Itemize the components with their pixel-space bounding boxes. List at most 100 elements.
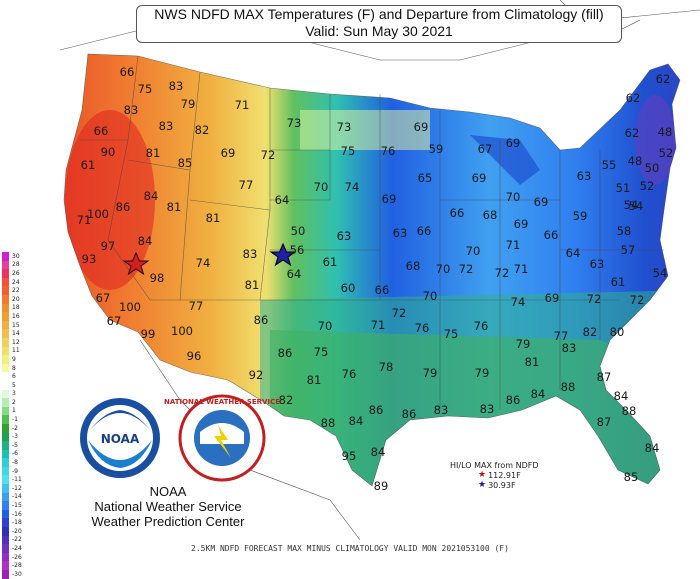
temperature-label: 86 [253, 313, 269, 327]
temperature-label: 76 [341, 367, 357, 381]
temperature-label: 61 [610, 275, 626, 289]
temperature-label: 72 [391, 306, 407, 320]
temperature-label: 69 [381, 192, 397, 206]
legend-swatch [2, 260, 9, 270]
temperature-label: 79 [515, 337, 531, 351]
temperature-label: 69 [533, 195, 549, 209]
temperature-label: 74 [344, 180, 360, 194]
low-temp-marker [269, 242, 297, 267]
temperature-label: 84 [348, 414, 364, 428]
legend-swatch [2, 329, 9, 338]
temperature-label: 79 [180, 97, 196, 111]
temperature-label: 55 [601, 158, 617, 172]
legend-swatch [2, 294, 9, 304]
legend-row: -16 [2, 509, 32, 519]
legend-value: 3 [12, 390, 16, 398]
legend-value: -6 [12, 450, 18, 458]
temperature-label: 60 [340, 281, 356, 295]
temperature-label: 70 [422, 289, 438, 303]
legend-row: -1 [2, 415, 32, 424]
agency-line-1: NOAA [149, 484, 187, 499]
temperature-label: 72 [586, 292, 602, 306]
temperature-label: 48 [657, 125, 673, 139]
temperature-label: 86 [505, 393, 521, 407]
legend-row: 3 [2, 389, 32, 399]
legend-swatch [2, 363, 9, 373]
legend-row: 15 [2, 320, 32, 330]
temperature-label: 57 [620, 243, 636, 257]
legend-value: -11 [12, 476, 22, 484]
temperature-label: 63 [576, 169, 592, 183]
temperature-label: 54 [628, 199, 644, 213]
hilo-legend: HI/LO MAX from NDFD ★ 112.91F ★ 30.93F [450, 461, 539, 490]
legend-swatch [2, 346, 9, 356]
temperature-label: 71 [513, 262, 529, 276]
temperature-label: 77 [188, 299, 204, 313]
temperature-label: 70 [317, 319, 333, 333]
legend-value: -24 [12, 544, 22, 552]
nws-seal: NATIONAL WEATHER SERVICE [164, 394, 280, 482]
legend-swatch [2, 561, 9, 570]
agency-line-3: Weather Prediction Center [91, 514, 245, 529]
legend-value: -5 [12, 441, 18, 449]
temperature-label: 69 [220, 146, 236, 160]
temperature-label: 88 [621, 404, 637, 418]
legend-row: -14 [2, 492, 32, 502]
legend-value: 30 [12, 252, 20, 260]
temperature-label: 67 [477, 142, 493, 156]
legend-row: 26 [2, 269, 32, 278]
temperature-label: 64 [274, 193, 290, 207]
temperature-label: 81 [524, 355, 540, 369]
temperature-label: 54 [623, 198, 639, 212]
temperature-label: 66 [93, 124, 109, 138]
legend-swatch [2, 269, 9, 278]
legend-value: -3 [12, 433, 18, 441]
temperature-label: 81 [306, 373, 322, 387]
temperature-label: 83 [479, 402, 495, 416]
temperature-label: 83 [168, 79, 184, 93]
legend-value: -28 [12, 562, 22, 570]
temperature-label: 69 [471, 171, 487, 185]
temperature-label: 82 [278, 393, 294, 407]
legend-swatch [2, 337, 9, 347]
temperature-label: 86 [115, 200, 131, 214]
legend-swatch [2, 552, 9, 562]
temperature-label: 84 [370, 445, 386, 459]
legend-swatch [2, 389, 9, 399]
legend-swatch [2, 277, 9, 287]
legend-value: -15 [12, 502, 22, 510]
legend-swatch [2, 320, 9, 330]
legend-swatch [2, 509, 9, 519]
temperature-label: 77 [238, 178, 254, 192]
temperature-label: 71 [76, 213, 92, 227]
legend-value: 5 [12, 381, 16, 389]
legend-swatch [2, 544, 9, 553]
high-temp-marker [122, 251, 150, 276]
temperature-label: 59 [428, 142, 444, 156]
legend-row: 20 [2, 294, 32, 304]
temperature-label: 75 [313, 345, 329, 359]
legend-row: -9 [2, 466, 32, 476]
legend-swatch [2, 252, 9, 261]
map-title: NWS NDFD MAX Temperatures (F) and Depart… [136, 5, 622, 43]
legend-swatch [2, 484, 9, 493]
temperature-label: 84 [613, 389, 629, 403]
legend-value: -12 [12, 484, 22, 492]
temperature-label: 89 [373, 479, 389, 493]
temperature-label: 68 [482, 208, 498, 222]
legend-row: -5 [2, 441, 32, 450]
temperature-label: 69 [505, 136, 521, 150]
legend-value: -20 [12, 527, 22, 535]
temperature-label: 63 [589, 257, 605, 271]
temperature-label: 83 [433, 403, 449, 417]
temperature-label: 73 [286, 116, 302, 130]
temperature-label: 54 [652, 266, 668, 280]
lo-star-icon: ★ [478, 480, 487, 490]
temperature-label: 68 [405, 259, 421, 273]
temperature-label: 83 [242, 247, 258, 261]
temperature-label: 100 [87, 207, 109, 221]
legend-swatch [2, 415, 9, 424]
legend-value: 11 [12, 347, 20, 355]
legend-value: -26 [12, 553, 22, 561]
temperature-label: 97 [100, 239, 116, 253]
